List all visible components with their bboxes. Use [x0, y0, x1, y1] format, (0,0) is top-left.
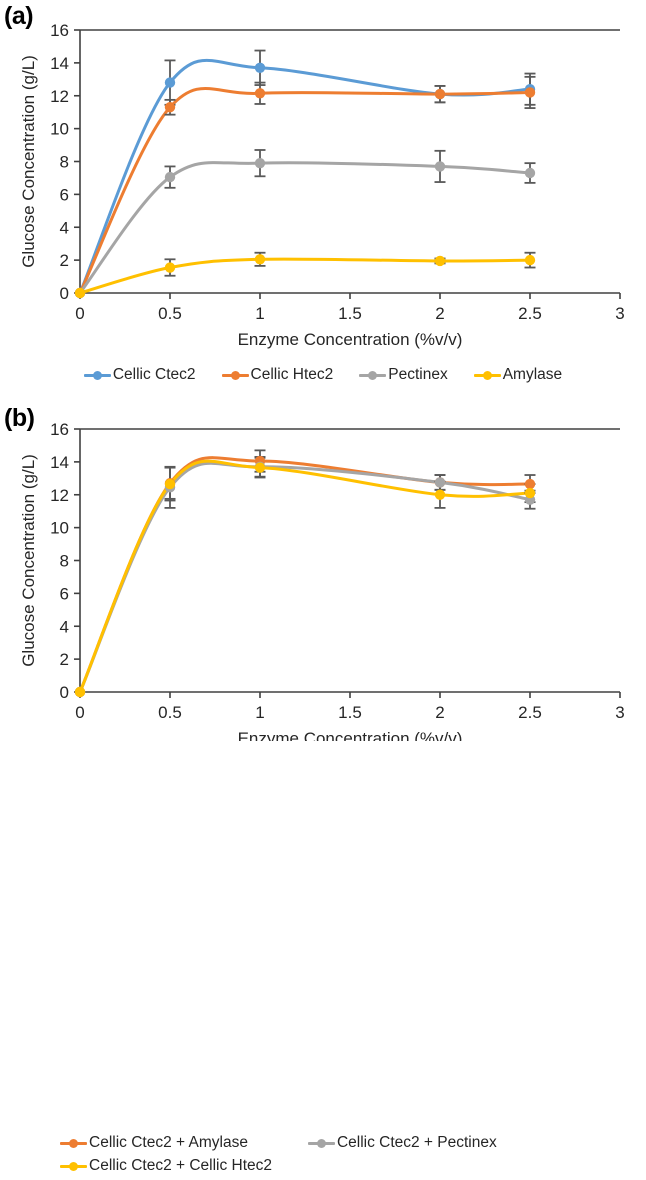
- y-tick-label: 10: [50, 519, 69, 538]
- x-axis-title: Enzyme Concentration (%v/v): [238, 330, 463, 349]
- legend-label: Pectinex: [388, 366, 448, 383]
- data-point-marker: [524, 254, 536, 266]
- panel-a-label: (a): [4, 2, 34, 30]
- x-tick-label: 2: [435, 304, 444, 323]
- x-tick-label: 1: [255, 703, 264, 722]
- y-tick-label: 12: [50, 87, 69, 106]
- data-point-marker: [524, 487, 536, 499]
- x-tick-label: 3: [615, 703, 624, 722]
- data-point-marker: [254, 157, 266, 169]
- legend-label: Amylase: [502, 366, 563, 383]
- data-point-marker: [164, 77, 176, 88]
- legend-label: Cellic Ctec2 + Cellic Htec2: [89, 1157, 273, 1174]
- legend-item-cellic-ctec2[interactable]: Cellic Ctec2: [83, 366, 196, 384]
- y-tick-label: 4: [60, 218, 69, 237]
- legend-marker-icon: [83, 369, 111, 382]
- y-axis-title: Glucose Concentration (g/L): [19, 55, 38, 268]
- y-tick-label: 8: [60, 552, 69, 571]
- legend-marker-icon: [473, 369, 501, 382]
- data-point-marker: [254, 62, 266, 74]
- data-point-marker: [164, 102, 176, 113]
- panel-a: (a) 0 2 4 6 8 10 12 14 16 0 0.5 1 1.5 2 2.5 3 Enzyme Con…: [0, 0, 646, 400]
- data-point-marker: [434, 161, 446, 172]
- legend-row: Cellic Ctec2 + Amylase Cellic Ctec2 + Pe…: [0, 1134, 646, 1152]
- x-tick-label: 2: [435, 703, 444, 722]
- data-point-marker: [254, 462, 266, 473]
- x-tick-label: 0.5: [158, 304, 182, 323]
- data-point-marker: [164, 262, 176, 273]
- legend-marker-icon: [359, 369, 387, 382]
- y-tick-label: 2: [60, 650, 69, 669]
- legend-label: Cellic Ctec2 + Pectinex: [336, 1134, 497, 1151]
- legend-item-cellic-htec2[interactable]: Cellic Htec2: [221, 366, 334, 384]
- data-point-marker: [524, 87, 536, 98]
- data-point-marker: [254, 254, 266, 265]
- data-point-marker: [434, 88, 446, 100]
- x-tick-label: 1.5: [338, 304, 362, 323]
- legend-label: Cellic Htec2: [250, 366, 334, 383]
- y-tick-label: 0: [60, 284, 69, 303]
- data-point-marker: [74, 287, 86, 299]
- y-tick-label: 14: [50, 54, 69, 73]
- chart-a-legend: Cellic Ctec2 Cellic Htec2 Pectinex Amyla…: [0, 366, 646, 384]
- y-tick-label: 6: [60, 185, 69, 204]
- y-tick-label: 6: [60, 584, 69, 603]
- x-tick-label: 2.5: [518, 304, 542, 323]
- legend-item-amylase[interactable]: Amylase: [473, 366, 563, 384]
- legend-row: Cellic Ctec2 Cellic Htec2 Pectinex Amyla…: [0, 366, 646, 384]
- series-line: [78, 257, 532, 295]
- data-point-marker: [254, 88, 266, 99]
- legend-row: Cellic Ctec2 + Cellic Htec2: [0, 1157, 646, 1175]
- x-tick-label: 3: [615, 304, 624, 323]
- y-tick-label: 10: [50, 120, 69, 139]
- legend-marker-icon: [221, 369, 249, 382]
- panel-b: (b) 0 2 4 6 8 10 12 14 16 0 0.5 1 1.5 2 2.5 3 Enzyme Con…: [0, 401, 646, 1174]
- chart-a: 0 2 4 6 8 10 12 14 16 0 0.5 1 1.5 2 2.5 3 Enzyme Concent…: [19, 21, 625, 349]
- y-tick-label: 16: [50, 420, 69, 439]
- data-point-marker: [434, 477, 446, 488]
- y-tick-label: 14: [50, 453, 69, 472]
- legend-marker-icon: [60, 1137, 87, 1150]
- y-tick-label: 8: [60, 153, 69, 172]
- x-axis-title: Enzyme Concentration (%v/v): [238, 729, 463, 741]
- y-tick-label: 0: [60, 683, 69, 702]
- x-tick-label: 1: [255, 304, 264, 323]
- legend-item-cellic-ctec2-pectinex[interactable]: Cellic Ctec2 + Pectinex: [307, 1134, 497, 1152]
- y-tick-label: 12: [50, 486, 69, 505]
- series-line: [78, 461, 532, 694]
- y-tick-label: 16: [50, 21, 69, 40]
- panel-b-label: (b): [4, 404, 35, 432]
- x-tick-label: 0: [75, 304, 84, 323]
- data-point-marker: [164, 478, 176, 490]
- legend-label: Cellic Ctec2: [112, 366, 196, 383]
- data-point-marker: [434, 489, 446, 500]
- legend-label: Cellic Ctec2 + Amylase: [89, 1134, 248, 1151]
- y-tick-label: 4: [60, 617, 69, 636]
- x-tick-label: 2.5: [518, 703, 542, 722]
- legend-item-cellic-ctec2-amylase[interactable]: Cellic Ctec2 + Amylase: [60, 1134, 248, 1152]
- y-tick-label: 2: [60, 251, 69, 270]
- legend-marker-icon: [307, 1137, 335, 1150]
- x-tick-label: 0.5: [158, 703, 182, 722]
- y-axis-title: Glucose Concentration (g/L): [19, 454, 38, 667]
- data-point-marker: [524, 167, 536, 179]
- data-point-marker: [164, 171, 176, 183]
- x-tick-label: 1.5: [338, 703, 362, 722]
- chart-b: 0 2 4 6 8 10 12 14 16 0 0.5 1 1.5 2 2.5 3 Enzyme Concent…: [19, 420, 625, 741]
- legend-marker-icon: [60, 1160, 87, 1173]
- x-tick-label: 0: [75, 703, 84, 722]
- data-point-marker: [524, 478, 536, 490]
- legend-item-pectinex[interactable]: Pectinex: [359, 366, 448, 384]
- series-line: [78, 459, 532, 694]
- data-point-marker: [434, 255, 446, 267]
- legend-item-cellic-ctec2-htec2[interactable]: Cellic Ctec2 + Cellic Htec2: [60, 1157, 272, 1175]
- series-line: [78, 456, 532, 694]
- data-point-marker: [74, 686, 86, 698]
- chart-b-legend: Cellic Ctec2 + Amylase Cellic Ctec2 + Pe…: [0, 1134, 646, 1180]
